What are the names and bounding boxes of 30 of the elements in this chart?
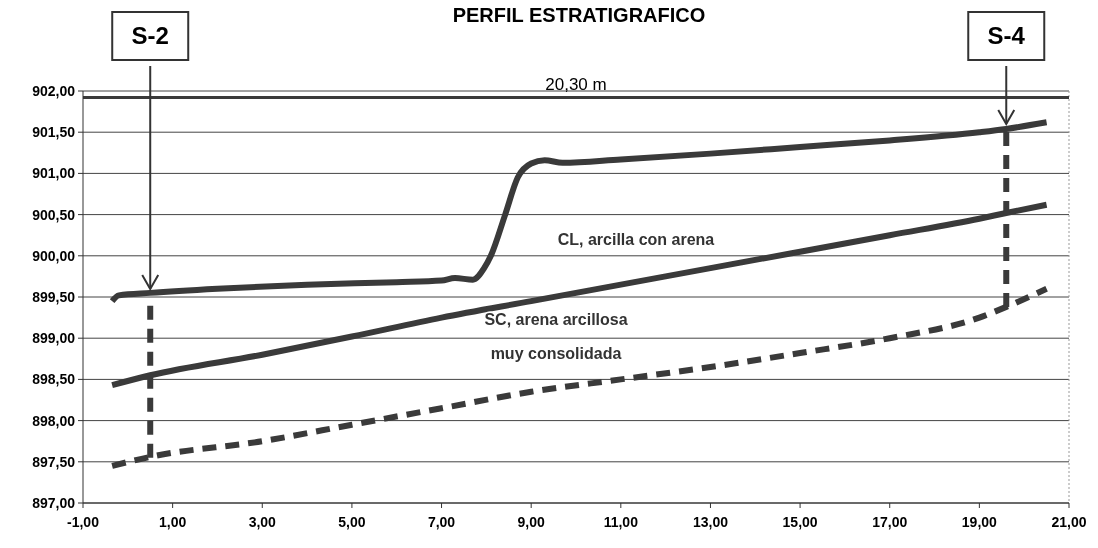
x-tick-label: 21,00 xyxy=(1051,514,1087,530)
y-tick-label: 901,00 xyxy=(32,165,76,182)
y-tick-label: 902,00 xyxy=(32,82,76,99)
x-tick-label: 3,00 xyxy=(248,514,277,530)
annotation: S-4 xyxy=(987,22,1026,50)
x-tick-label: 1,00 xyxy=(159,514,187,530)
x-tick-label: 9,00 xyxy=(517,514,546,530)
annotation: CL, arcilla con arena xyxy=(557,231,715,248)
x-tick-label: 17,00 xyxy=(872,514,908,530)
x-tick-label: 11,00 xyxy=(603,514,639,530)
y-tick-label: 899,00 xyxy=(32,330,76,347)
y-tick-label: 897,00 xyxy=(32,494,76,511)
chart-title: PERFIL ESTRATIGRAFICO xyxy=(452,4,706,26)
y-tick-label: 900,00 xyxy=(32,247,76,264)
x-tick-label: 13,00 xyxy=(692,514,729,530)
y-tick-label: 898,00 xyxy=(32,412,76,429)
x-tick-label: 19,00 xyxy=(961,514,998,530)
y-tick-label: 899,50 xyxy=(32,288,76,305)
y-tick-label: 897,50 xyxy=(32,453,76,470)
annotation: S-2 xyxy=(131,22,169,50)
ref-line-label: 20,30 m xyxy=(545,74,607,94)
annotation: muy consolidada xyxy=(490,344,622,362)
y-tick-label: 901,50 xyxy=(32,124,76,141)
x-tick-label: 5,00 xyxy=(338,514,366,530)
y-tick-label: 900,50 xyxy=(32,206,76,223)
x-tick-label: 7,00 xyxy=(427,514,456,530)
annotation: SC, arena arcillosa xyxy=(484,310,628,328)
x-tick-label: 15,00 xyxy=(782,514,818,530)
x-tick-label: -1,00 xyxy=(67,514,100,530)
y-tick-label: 898,50 xyxy=(32,371,76,388)
